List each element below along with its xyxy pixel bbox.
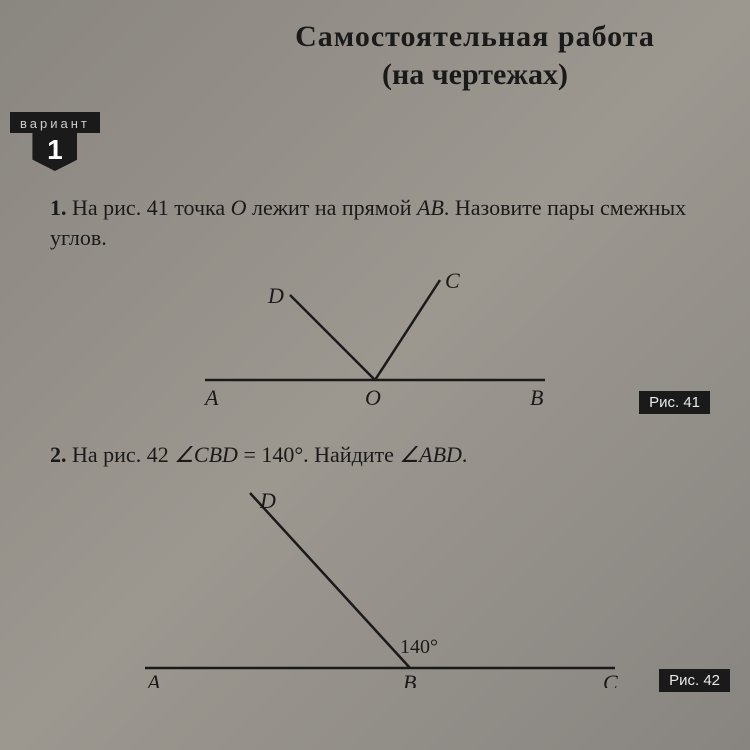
label-B2: B	[403, 670, 416, 688]
variant-number: 1	[32, 133, 77, 171]
problem-1-number: 1.	[50, 195, 67, 220]
problem-2-angle-CBD: ∠CBD	[174, 442, 238, 467]
figure-42: A B C D 140°	[95, 478, 655, 688]
label-A2: A	[145, 670, 161, 688]
figure-41-label: Рис. 41	[639, 391, 710, 414]
problem-2-number: 2.	[50, 442, 67, 467]
figure-42-wrap: A B C D 140° Рис. 42	[0, 478, 750, 688]
problem-2-text-a: На рис. 42	[72, 442, 174, 467]
problem-2: 2. На рис. 42 ∠CBD = 140°. Найдите ∠ABD.	[50, 440, 720, 470]
figure-41: A O B C D	[165, 260, 585, 410]
figure-41-wrap: A O B C D Рис. 41	[0, 260, 750, 410]
label-B: B	[530, 385, 543, 410]
problem-1: 1. На рис. 41 точка O лежит на прямой AB…	[50, 193, 720, 252]
ray-OC	[375, 280, 440, 380]
page-subtitle: (на чертежах)	[0, 58, 750, 92]
problem-2-period: .	[462, 442, 468, 467]
problem-2-eq: = 140°. Найдите	[238, 442, 399, 467]
figure-42-label: Рис. 42	[659, 669, 730, 692]
label-A: A	[203, 385, 219, 410]
label-D2: D	[259, 488, 276, 513]
problem-1-line-AB: AB	[417, 195, 444, 220]
ray-OD	[290, 295, 375, 380]
problem-1-text-a: На рис. 41 точка	[72, 195, 231, 220]
page-title: Самостоятельная работа	[0, 20, 750, 54]
variant-label: вариант	[10, 112, 100, 133]
problem-2-angle-ABD: ∠ABD	[399, 442, 462, 467]
variant-badge: вариант 1	[10, 112, 100, 171]
label-O: O	[365, 385, 381, 410]
problem-1-text-b: лежит на прямой	[247, 195, 417, 220]
label-C: C	[445, 268, 460, 293]
ray-BD	[250, 493, 410, 668]
label-D: D	[267, 283, 284, 308]
problem-1-point-O: O	[231, 195, 247, 220]
label-C2: C	[603, 670, 618, 688]
angle-140: 140°	[400, 636, 438, 658]
